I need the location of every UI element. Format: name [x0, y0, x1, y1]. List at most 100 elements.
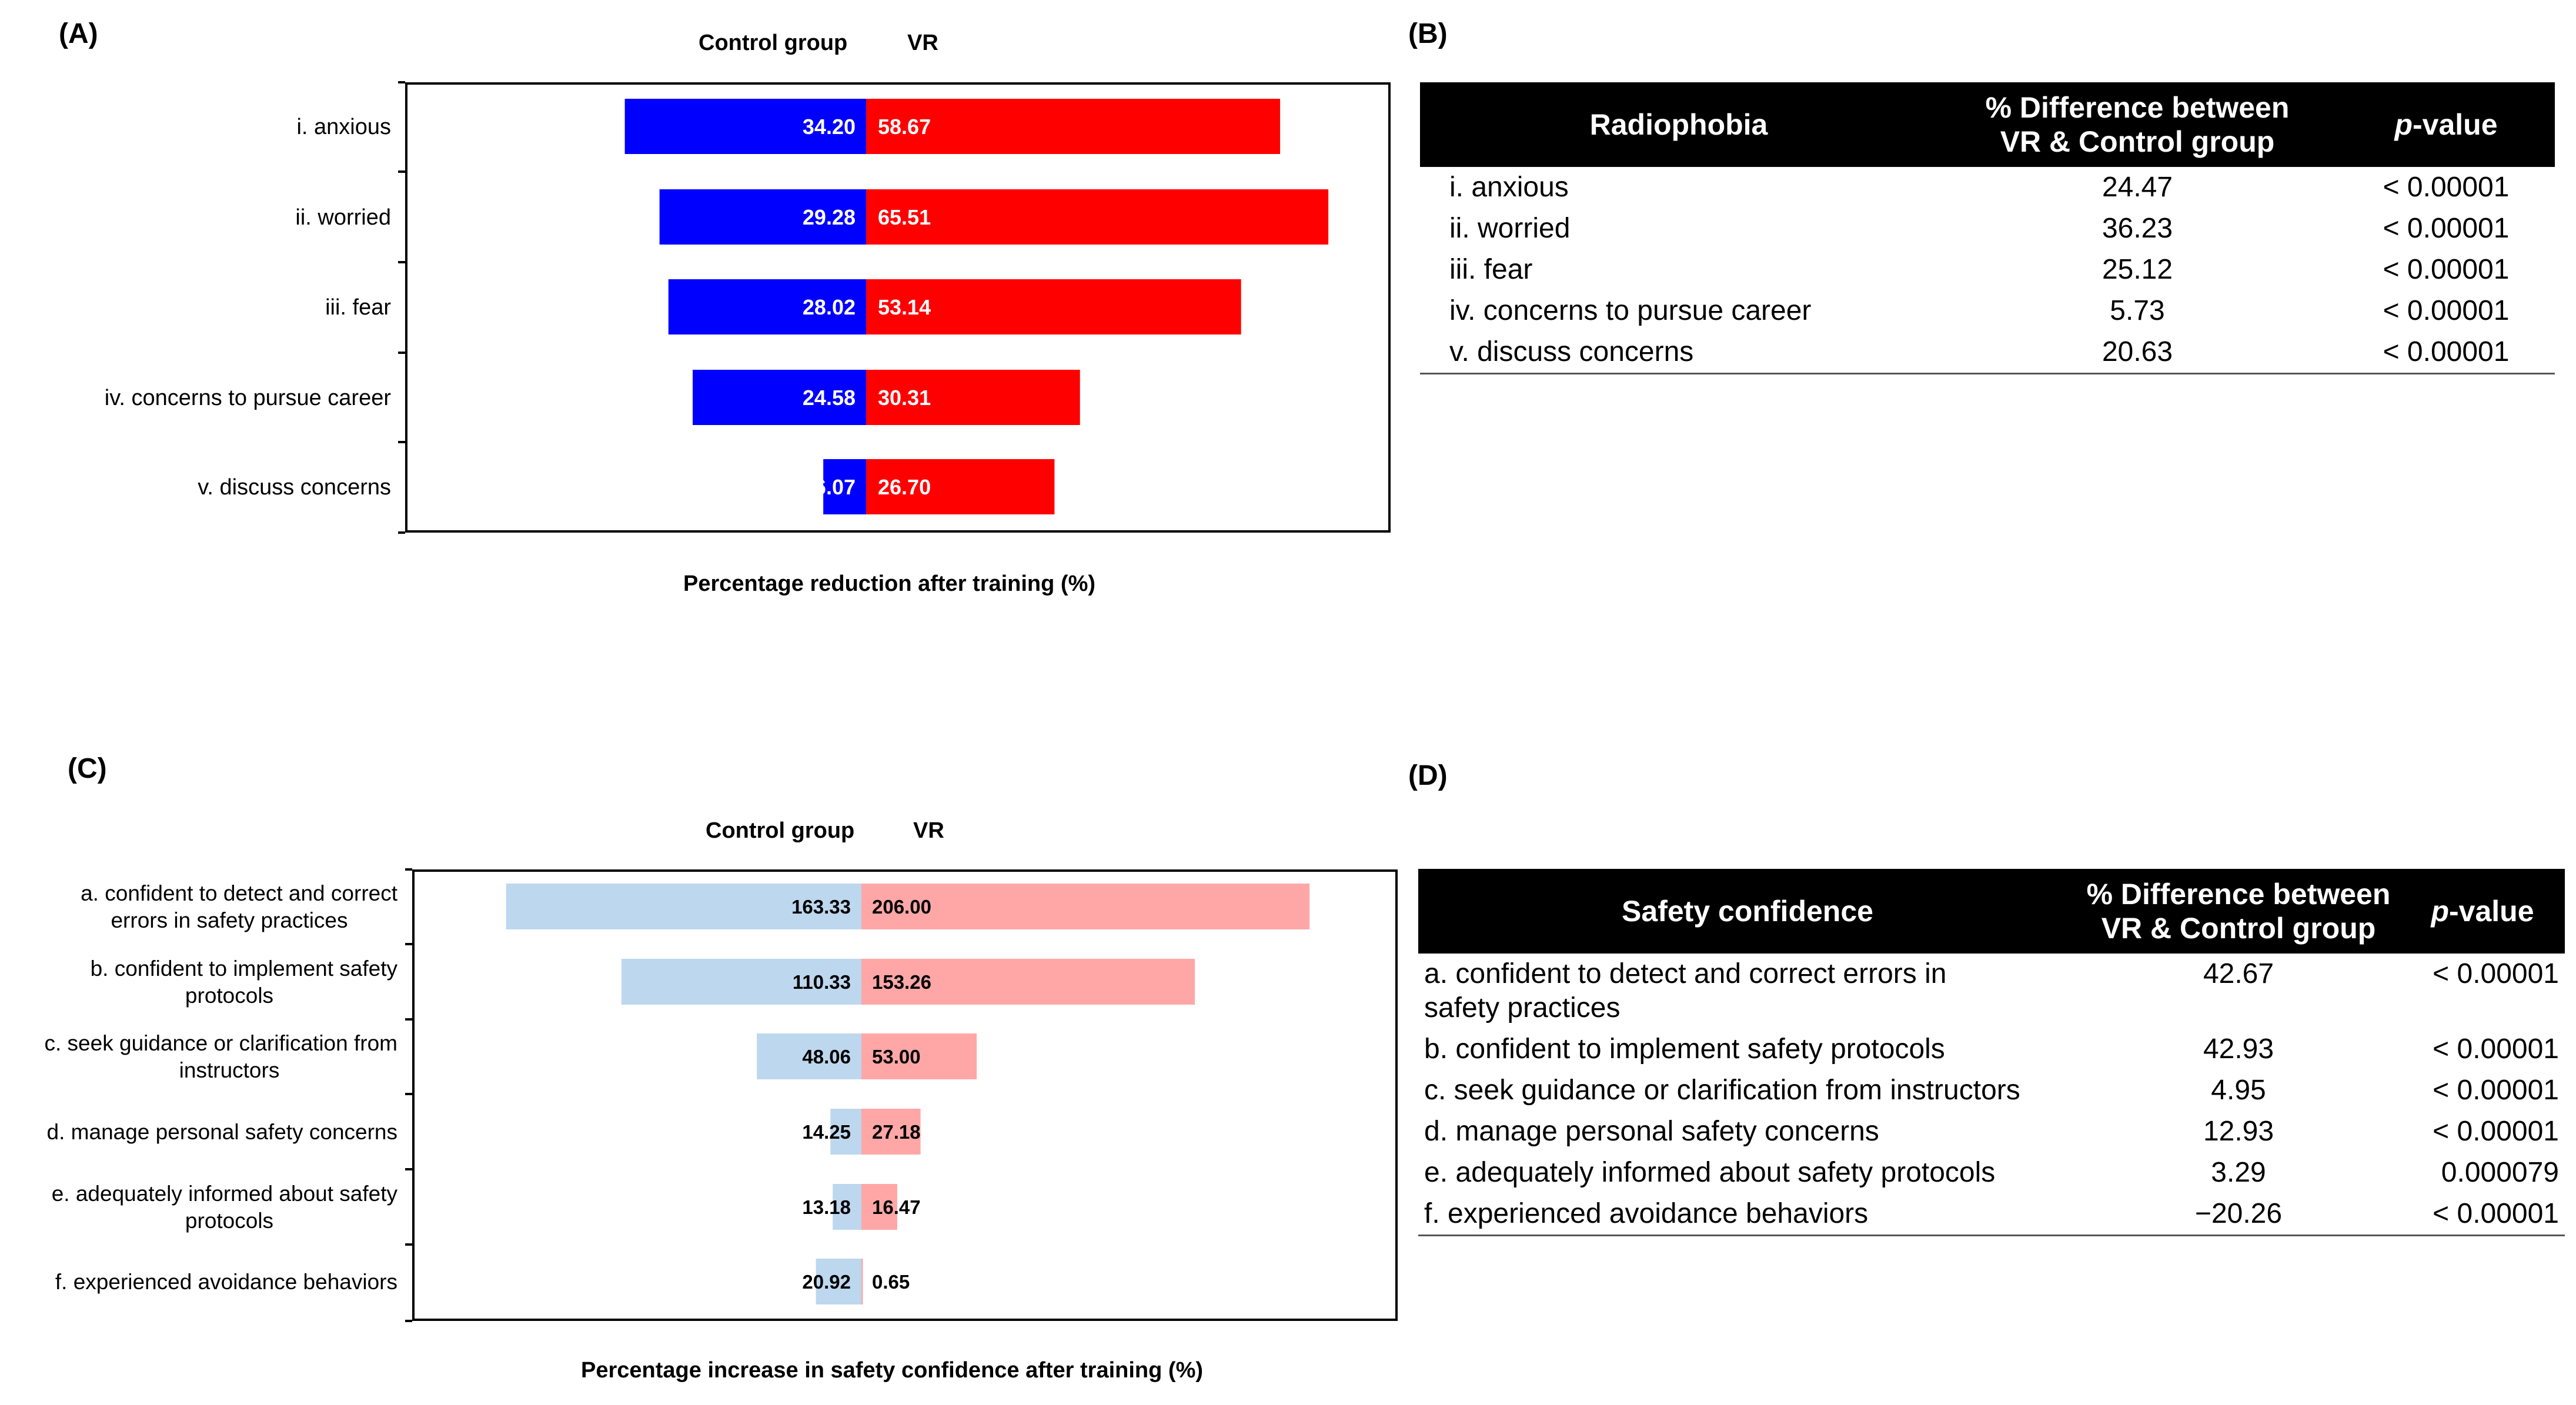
table-b-row-difference: 5.73 [2110, 295, 2165, 326]
label-vr-a-0: 58.67 [878, 115, 931, 139]
table-b-row-label: ii. worried [1449, 213, 1571, 244]
table-b-row-pvalue: < 0.00001 [2383, 172, 2510, 203]
label-vr-c-5: 0.65 [872, 1271, 910, 1293]
category-c-1-line-1: protocols [185, 983, 273, 1008]
bar-control-a-1 [659, 189, 866, 245]
category-c-0-line-0: a. confident to detect and correct [81, 881, 398, 905]
table-d-row-label: f. experienced avoidance behaviors [1418, 1193, 2077, 1236]
label-vr-c-1: 153.26 [872, 971, 931, 993]
table-d-row-difference: 42.93 [2203, 1033, 2274, 1065]
table-d-header-safety-confidence: Safety confidence [1418, 869, 2077, 954]
table-d-row-difference: 3.29 [2211, 1157, 2266, 1188]
bar-vr-c-4 [861, 1184, 897, 1230]
table-b-row: iv. concerns to pursue career 5.73 < 0.000… [1420, 290, 2555, 332]
table-b-header-difference: % Difference between VR & Control group [1937, 82, 2337, 167]
table-d-header-pvalue: p-value [2400, 869, 2565, 954]
table-b-header-value: -value [2413, 108, 2498, 141]
category-c-4-line-0: e. adequately informed about safety [52, 1182, 398, 1206]
table-b-row-pvalue: < 0.00001 [2383, 295, 2510, 326]
table-d-row-label-line1: e. adequately informed about safety prot… [1424, 1157, 1996, 1188]
table-b-row-difference: 25.12 [2101, 254, 2173, 285]
table-b-row-pvalue: < 0.00001 [2383, 254, 2510, 285]
bar-vr-c-3 [861, 1109, 921, 1155]
table-d-header-p: p [2431, 895, 2450, 928]
bar-vr-a-2 [866, 279, 1241, 334]
table-b-row: v. discuss concerns 20.63 < 0.00001 [1420, 332, 2555, 374]
table-d-row: b. confident to implement safety protoco… [1418, 1029, 2565, 1070]
category-a-1: ii. worried [295, 205, 391, 230]
label-vr-a-1: 65.51 [878, 205, 931, 229]
table-b-row-label: iv. concerns to pursue career [1449, 295, 1812, 326]
category-c-5-line-0: f. experienced avoidance behaviors [55, 1270, 397, 1294]
table-b: Radiophobia % Difference between VR & Co… [1420, 82, 2555, 374]
label-vr-c-2: 53.00 [872, 1046, 921, 1068]
bar-control-c-0 [506, 884, 861, 929]
table-d-row: c. seek guidance or clarification from i… [1418, 1070, 2565, 1111]
chart-frame-c [412, 869, 1398, 1321]
bar-control-a-2 [668, 279, 866, 334]
table-d: Safety confidence % Difference between V… [1418, 869, 2565, 1236]
label-vr-a-4: 26.70 [878, 475, 931, 499]
category-a-0: i. anxious [296, 115, 391, 139]
table-d-row-label-line1: f. experienced avoidance behaviors [1424, 1198, 1869, 1229]
panel-label-c: (C) [68, 753, 107, 784]
legend-control-c: Control group [706, 818, 855, 843]
x-axis-title-c: Percentage increase in safety confidence… [581, 1358, 1204, 1383]
label-control-c-1: 110.33 [793, 971, 851, 993]
label-control-a-4: 6.07 [814, 475, 856, 499]
table-b-header-p: p [2394, 108, 2413, 141]
label-control-a-1: 29.28 [803, 205, 856, 229]
bar-vr-a-4 [866, 459, 1055, 514]
table-b-header-pvalue: p-value [2337, 82, 2555, 167]
table-d-header-row: Safety confidence % Difference between V… [1418, 869, 2565, 954]
bar-control-c-2 [757, 1033, 861, 1079]
bar-vr-a-1 [866, 189, 1329, 245]
category-c-3-line-0: d. manage personal safety concerns [47, 1120, 397, 1144]
table-d-row-pvalue: < 0.00001 [2433, 1116, 2559, 1147]
table-b-row-label: i. anxious [1449, 172, 1569, 203]
table-d-row-pvalue: < 0.00001 [2433, 958, 2559, 989]
bar-control-c-4 [833, 1184, 861, 1230]
category-c-2-line-1: instructors [179, 1058, 280, 1082]
label-vr-a-2: 53.14 [878, 295, 931, 319]
bar-vr-a-3 [866, 370, 1080, 425]
table-d-row: e. adequately informed about safety prot… [1418, 1152, 2565, 1193]
table-b-row-difference: 24.47 [2101, 172, 2173, 203]
label-control-a-0: 34.20 [803, 115, 856, 139]
table-d-row-label-line1: c. seek guidance or clarification from i… [1424, 1075, 2020, 1106]
chart-c: 163.33 206.00 a. confident to detect and c… [45, 868, 1310, 1322]
label-vr-c-0: 206.00 [872, 896, 931, 918]
category-a-3: iv. concerns to pursue career [105, 386, 392, 410]
chart-frame-a [405, 82, 1391, 533]
table-d-row-pvalue: < 0.00001 [2433, 1075, 2559, 1106]
table-d-row-difference: 4.95 [2211, 1075, 2266, 1106]
label-vr-a-3: 30.31 [878, 386, 931, 410]
label-control-c-4: 13.18 [802, 1196, 851, 1218]
label-vr-c-3: 27.18 [872, 1121, 921, 1143]
label-control-a-2: 28.02 [803, 295, 856, 319]
legend-control-a: Control group [699, 31, 848, 55]
table-d-row-pvalue: 0.000079 [2441, 1157, 2559, 1188]
table-b-row-difference: 36.23 [2101, 213, 2173, 244]
table-d-row-difference: 12.93 [2203, 1116, 2274, 1147]
table-d-row-label: a. confident to detect and correct error… [1418, 954, 2077, 1029]
table-d-header-difference: % Difference between VR & Control group [2077, 869, 2400, 954]
table-b-row-pvalue: < 0.00001 [2383, 213, 2510, 244]
table-d-header-value: -value [2449, 895, 2534, 928]
legend-vr-a: VR [907, 31, 938, 55]
table-b-header-row: Radiophobia % Difference between VR & Co… [1420, 82, 2555, 167]
category-c-1-line-0: b. confident to implement safety [91, 956, 398, 981]
table-d-row-label-line2: safety practices [1424, 992, 1621, 1023]
table-d-row-pvalue: < 0.00001 [2400, 1193, 2565, 1236]
bar-vr-c-0 [861, 884, 1310, 929]
legend-vr-c: VR [913, 818, 944, 843]
category-c-0-line-1: errors in safety practices [111, 908, 348, 932]
panel-label-a: (A) [59, 18, 98, 49]
bar-control-a-3 [693, 370, 866, 425]
x-axis-title-a: Percentage reduction after training (%) [683, 571, 1096, 596]
table-b-row-difference: 20.63 [1937, 332, 2337, 374]
table-d-row-label: c. seek guidance or clarification from i… [1418, 1070, 2077, 1111]
bar-control-c-1 [621, 959, 861, 1005]
table-d-header-difference-line2: VR & Control group [2101, 912, 2376, 945]
panel-label-d: (D) [1408, 760, 1448, 791]
